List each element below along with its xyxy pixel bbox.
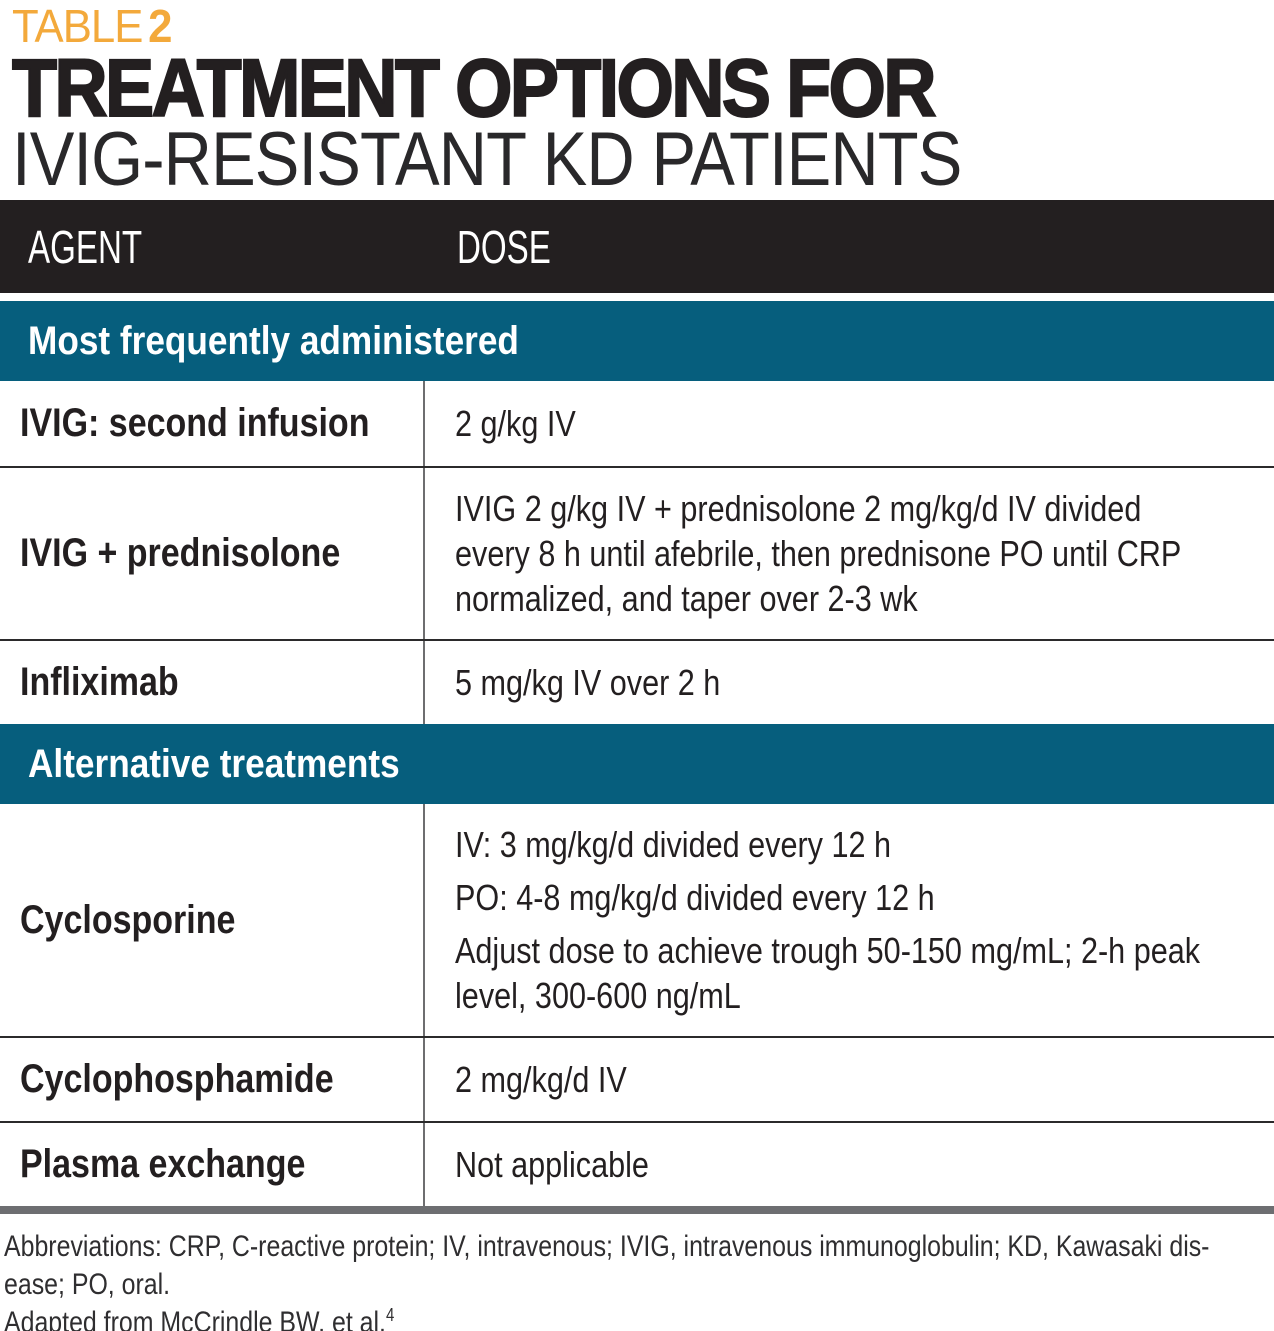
dose-cell: 2 g/kg IV [425,381,1274,466]
section-header: Alternative treatments [0,724,1274,804]
dose-line: level, 300-600 ng/mL [455,975,741,1016]
table-row: IVIG: second infusion 2 g/kg IV [0,381,1274,466]
dose-cell: IVIG 2 g/kg IV + prednisolone 2 mg/kg/d … [425,468,1274,639]
agent-name: Cyclophosphamide [20,1057,334,1101]
agent-cell: Infliximab [0,641,425,724]
footnotes: Abbreviations: CRP, C-reactive protein; … [0,1214,1274,1331]
dose-paragraph: 2 g/kg IV [455,401,1274,446]
dose-paragraph: IVIG 2 g/kg IV + prednisolone 2 mg/kg/d … [455,486,1274,621]
dose-line: every 8 h until afebrile, then prednison… [455,533,1182,574]
dose-cell: IV: 3 mg/kg/d divided every 12 h PO: 4-8 … [425,804,1274,1036]
source-note: Adapted from McCrindle BW, et al.4 [4,1304,1058,1331]
section-header: Most frequently administered [0,301,1274,381]
agent-name: IVIG: second infusion [20,401,370,445]
dose-cell: Not applicable [425,1123,1274,1206]
figure-title-line2: IVIG-RESISTANT KD PATIENTS [12,117,962,202]
dose-paragraph: 5 mg/kg IV over 2 h [455,660,1274,705]
source-note-text: Adapted from McCrindle BW, et al. [4,1306,386,1331]
agent-cell: IVIG + prednisolone [0,468,425,639]
table-row: Cyclosporine IV: 3 mg/kg/d divided every… [0,804,1274,1036]
dose-line: IV: 3 mg/kg/d divided every 12 h [455,824,892,865]
dose-line: IVIG 2 g/kg IV + prednisolone 2 mg/kg/d … [455,488,1142,529]
agent-name: IVIG + prednisolone [20,531,341,575]
table-row: Infliximab 5 mg/kg IV over 2 h [0,639,1274,724]
table-bottom-rule [0,1206,1274,1214]
figure-title-line1: TREATMENT OPTIONS FOR [11,43,937,134]
abbreviations-line: ease; PO, oral. [4,1268,171,1301]
source-reference-number: 4 [385,1305,395,1325]
dose-cell: 2 mg/kg/d IV [425,1038,1274,1121]
dose-cell: 5 mg/kg IV over 2 h [425,641,1274,724]
dose-line: normalized, and taper over 2-3 wk [455,578,918,619]
dose-paragraph: Adjust dose to achieve trough 50-150 mg/… [455,928,1274,1018]
treatment-table: AGENT DOSE Most frequently administered … [0,200,1274,1206]
dose-line: Adjust dose to achieve trough 50-150 mg/… [455,930,1201,971]
agent-cell: Cyclophosphamide [0,1038,425,1121]
table-row: Cyclophosphamide 2 mg/kg/d IV [0,1036,1274,1121]
table-body: Most frequently administered IVIG: secon… [0,301,1274,1206]
section-header-label: Alternative treatments [28,741,400,786]
dose-paragraph: IV: 3 mg/kg/d divided every 12 h [455,822,1274,867]
dose-line: 2 g/kg IV [455,403,576,444]
dose-line: PO: 4-8 mg/kg/d divided every 12 h [455,877,935,918]
column-header-dose-label: DOSE [457,220,551,273]
dose-line: Not applicable [455,1144,649,1185]
dose-line: 2 mg/kg/d IV [455,1059,627,1100]
agent-name: Infliximab [20,660,179,704]
dose-paragraph: Not applicable [455,1142,1274,1187]
dose-paragraph: 2 mg/kg/d IV [455,1057,1274,1102]
agent-name: Cyclosporine [20,897,236,942]
abbreviations-note: Abbreviations: CRP, C-reactive protein; … [4,1228,1274,1304]
abbreviations-line: Abbreviations: CRP, C-reactive protein; … [4,1230,1210,1263]
column-header-dose: DOSE [425,220,1274,274]
agent-cell: Plasma exchange [0,1123,425,1206]
column-header-agent-label: AGENT [28,220,143,273]
table-label-number: 2 [148,0,172,52]
column-header-agent: AGENT [0,220,425,274]
dose-line: 5 mg/kg IV over 2 h [455,662,721,703]
figure-header: TABLE 2 TREATMENT OPTIONS FOR IVIG-RESIST… [0,0,1274,200]
agent-cell: Cyclosporine [0,804,425,1036]
table-header-row: AGENT DOSE [0,200,1274,293]
table-label-prefix: TABLE [12,0,143,52]
agent-name: Plasma exchange [20,1142,306,1186]
table-label: TABLE 2 [12,2,1211,50]
table-row: Plasma exchange Not applicable [0,1121,1274,1206]
dose-paragraph: PO: 4-8 mg/kg/d divided every 12 h [455,875,1274,920]
agent-cell: IVIG: second infusion [0,381,425,466]
table-row: IVIG + prednisolone IVIG 2 g/kg IV + pre… [0,466,1274,639]
section-header-label: Most frequently administered [28,318,519,363]
